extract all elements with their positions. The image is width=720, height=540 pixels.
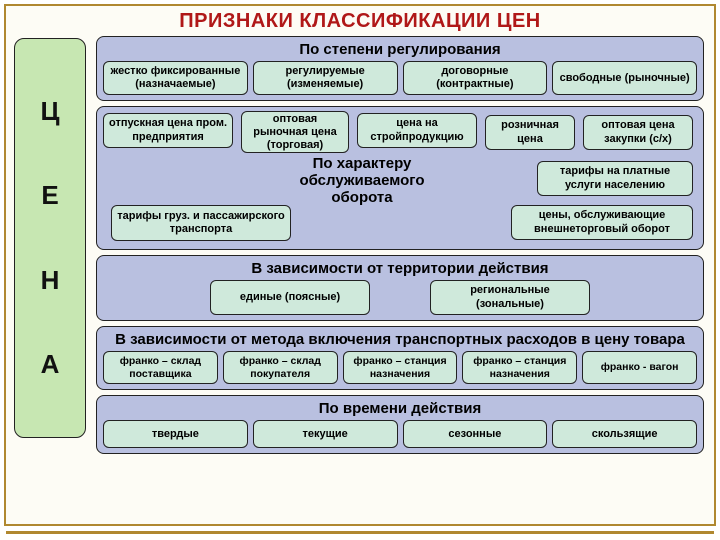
outer-frame: ПРИЗНАКИ КЛАССИФИКАЦИИ ЦЕН Ц Е Н А По ст… — [4, 4, 716, 526]
section-title: По времени действия — [103, 399, 697, 420]
item-box: франко - вагон — [582, 351, 697, 384]
item-box: единые (поясные) — [210, 280, 370, 314]
items-row: твердые текущие сезонные скользящие — [103, 420, 697, 448]
item-box: скользящие — [552, 420, 697, 448]
items-row: единые (поясные) региональные (зональные… — [103, 280, 697, 314]
items-row: франко – склад поставщика франко – склад… — [103, 351, 697, 384]
item-box: цены, обслуживающие внешнеторговый оборо… — [511, 205, 693, 239]
bottom-accent-line — [6, 531, 714, 534]
item-box: франко – станция назначения — [343, 351, 458, 384]
section-regulation: По степени регулирования жестко фиксиров… — [96, 36, 704, 101]
item-box: регулируемые (изменяемые) — [253, 61, 398, 95]
item-box: франко – склад поставщика — [103, 351, 218, 384]
section-territory: В зависимости от территории действия еди… — [96, 255, 704, 320]
item-box: цена на стройпродукцию — [357, 113, 477, 147]
sidebar-letter: Е — [41, 180, 58, 211]
item-box: оптовая цена закупки (с/х) — [583, 115, 693, 149]
section-title: По степени регулирования — [103, 40, 697, 61]
item-box: розничная цена — [485, 115, 575, 149]
item-box: франко – станция назначения — [462, 351, 577, 384]
item-box: региональные (зональные) — [430, 280, 590, 314]
section-title: По характеру обслуживаемого оборота — [277, 155, 447, 206]
content-area: По степени регулирования жестко фиксиров… — [96, 36, 704, 518]
section-turnover: отпускная цена пром. предприятия оптовая… — [96, 106, 704, 250]
item-box: текущие — [253, 420, 398, 448]
section-transport: В зависимости от метода включения трансп… — [96, 326, 704, 390]
sidebar-letter: А — [41, 349, 60, 380]
item-box: оптовая рыночная цена (торговая) — [241, 111, 349, 153]
sidebar-letter: Н — [41, 265, 60, 296]
item-box: свободные (рыночные) — [552, 61, 697, 95]
item-box: тарифы груз. и пассажирского транспорта — [111, 205, 291, 241]
item-box: договорные (контрактные) — [403, 61, 548, 95]
section-title: В зависимости от территории действия — [103, 259, 697, 280]
item-box: франко – склад покупателя — [223, 351, 338, 384]
sidebar-letter: Ц — [41, 96, 60, 127]
section-title: В зависимости от метода включения трансп… — [103, 330, 697, 351]
page-title: ПРИЗНАКИ КЛАССИФИКАЦИИ ЦЕН — [6, 6, 714, 35]
item-box: сезонные — [403, 420, 548, 448]
item-box: жестко фиксированные (назначаемые) — [103, 61, 248, 95]
section-duration: По времени действия твердые текущие сезо… — [96, 395, 704, 454]
item-box: тарифы на платные услуги населению — [537, 161, 693, 195]
items-row: жестко фиксированные (назначаемые) регул… — [103, 61, 697, 95]
item-box: твердые — [103, 420, 248, 448]
sidebar-cena: Ц Е Н А — [14, 38, 86, 438]
item-box: отпускная цена пром. предприятия — [103, 113, 233, 147]
